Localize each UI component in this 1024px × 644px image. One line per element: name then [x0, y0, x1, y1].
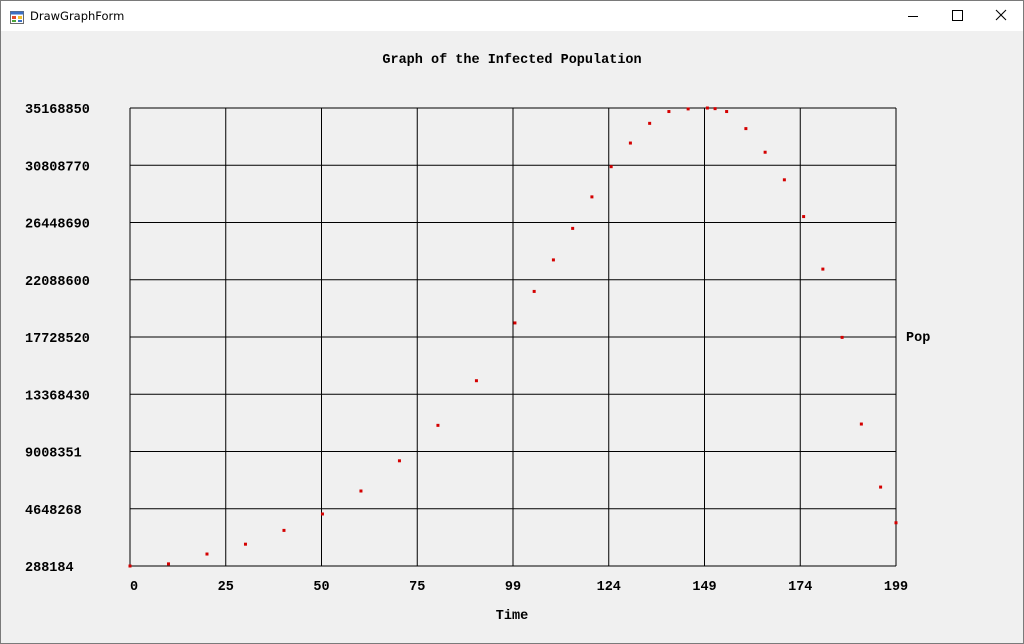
data-point: [667, 110, 671, 114]
data-point: [705, 106, 709, 110]
data-point: [609, 165, 613, 169]
data-point: [243, 542, 247, 546]
data-point: [763, 150, 767, 154]
x-tick-label: 99: [505, 580, 521, 595]
y-tick-label: 26448690: [25, 218, 90, 233]
data-point: [513, 321, 517, 325]
window-title: DrawGraphForm: [30, 9, 125, 23]
title-bar[interactable]: DrawGraphForm: [1, 1, 1023, 31]
y-tick-labels: 288184 4648268 9008351 13368430 17728520 2208…: [25, 103, 90, 576]
data-point: [782, 178, 786, 182]
chart-title: Graph of the Infected Population: [382, 53, 641, 68]
data-point: [648, 121, 652, 125]
x-tick-label: 50: [313, 580, 329, 595]
close-icon: [995, 9, 1007, 21]
data-point: [840, 335, 844, 339]
x-tick-label: 25: [218, 580, 234, 595]
data-point: [628, 141, 632, 145]
data-point: [590, 195, 594, 199]
x-axis-label: Time: [496, 609, 528, 624]
minimize-icon: [908, 16, 918, 17]
data-point: [821, 267, 825, 271]
y-tick-label: 22088600: [25, 275, 90, 290]
y-tick-label: 35168850: [25, 103, 90, 118]
y-axis-label: Pop: [906, 331, 930, 346]
x-tick-label: 124: [597, 580, 621, 595]
data-point: [282, 528, 286, 532]
x-tick-label: 149: [692, 580, 716, 595]
data-point: [397, 459, 401, 463]
x-tick-label: 174: [788, 580, 812, 595]
y-tick-label: 30808770: [25, 160, 90, 175]
y-tick-label: 288184: [25, 561, 74, 576]
data-point: [859, 422, 863, 426]
data-point: [802, 215, 806, 219]
data-point: [713, 107, 717, 111]
data-point: [532, 289, 536, 293]
x-tick-label: 199: [884, 580, 908, 595]
minimize-button[interactable]: [890, 1, 936, 31]
data-point: [320, 512, 324, 516]
y-tick-label: 17728520: [25, 332, 90, 347]
data-point: [436, 423, 440, 427]
y-tick-label: 9008351: [25, 447, 82, 462]
x-tick-labels: 0 25 50 75 99 124 149 174 199: [130, 580, 908, 595]
client-area: Graph of the Infected Population 288184 4…: [1, 31, 1023, 643]
data-point: [359, 489, 363, 493]
data-point: [166, 562, 170, 566]
data-point: [744, 127, 748, 131]
app-icon: [10, 9, 24, 24]
y-tick-label: 13368430: [25, 389, 90, 404]
y-tick-label: 4648268: [25, 504, 82, 519]
data-point: [205, 552, 209, 556]
data-point: [725, 110, 729, 114]
data-point: [571, 226, 575, 230]
close-button[interactable]: [977, 1, 1023, 31]
maximize-icon: [952, 10, 963, 21]
data-points: [128, 106, 898, 568]
maximize-button[interactable]: [936, 1, 982, 31]
data-point: [474, 379, 478, 383]
x-tick-label: 75: [409, 580, 425, 595]
data-point: [894, 521, 898, 525]
data-point: [551, 258, 555, 262]
chart-grid: [129, 107, 897, 567]
data-point: [686, 107, 690, 111]
data-point: [879, 485, 883, 489]
chart: Graph of the Infected Population 288184 4…: [25, 53, 930, 624]
data-point: [128, 564, 132, 568]
x-tick-label: 0: [130, 580, 138, 595]
